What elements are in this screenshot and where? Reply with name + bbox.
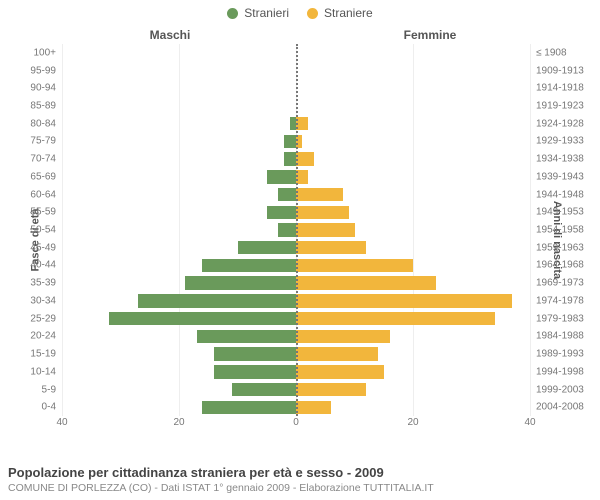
age-label: 65-69 [30, 171, 56, 182]
bar-male [202, 259, 296, 272]
header-female: Femmine [300, 28, 600, 42]
age-label: 15-19 [30, 349, 56, 360]
age-label: 45-49 [30, 242, 56, 253]
age-label: 95-99 [30, 65, 56, 76]
year-label: 1939-1943 [536, 171, 584, 182]
year-label: 1944-1948 [536, 189, 584, 200]
bar-female [296, 347, 378, 360]
year-label: 1919-1923 [536, 101, 584, 112]
bar-male [185, 276, 296, 289]
year-label: 1984-1988 [536, 331, 584, 342]
legend: Stranieri Straniere [0, 0, 600, 20]
year-label: 1979-1983 [536, 313, 584, 324]
bar-female [296, 276, 436, 289]
year-label: 1964-1968 [536, 260, 584, 271]
year-label: 1929-1933 [536, 136, 584, 147]
age-label: 30-34 [30, 295, 56, 306]
bar-male [138, 294, 296, 307]
plot: 100+≤ 190895-991909-191390-941914-191885… [62, 44, 530, 416]
age-label: 40-44 [30, 260, 56, 271]
x-tick: 40 [56, 417, 67, 428]
bar-female [296, 259, 413, 272]
bar-male [202, 401, 296, 414]
age-label: 20-24 [30, 331, 56, 342]
bar-male [267, 206, 296, 219]
age-label: 5-9 [42, 384, 56, 395]
header-male: Maschi [0, 28, 300, 42]
age-label: 80-84 [30, 118, 56, 129]
bar-female [296, 294, 512, 307]
bar-male [197, 330, 296, 343]
x-tick: 20 [173, 417, 184, 428]
bar-male [267, 170, 296, 183]
chart-subtitle: COMUNE DI PORLEZZA (CO) - Dati ISTAT 1° … [8, 482, 592, 494]
year-label: 1989-1993 [536, 349, 584, 360]
bar-male [238, 241, 297, 254]
circle-icon [227, 8, 238, 19]
year-label: 2004-2008 [536, 402, 584, 413]
age-label: 100+ [33, 47, 56, 58]
circle-icon [307, 8, 318, 19]
age-label: 10-14 [30, 366, 56, 377]
age-label: 0-4 [42, 402, 56, 413]
year-label: 1999-2003 [536, 384, 584, 395]
year-label: 1934-1938 [536, 154, 584, 165]
year-label: 1994-1998 [536, 366, 584, 377]
bar-female [296, 188, 343, 201]
bar-male [284, 152, 296, 165]
year-label: 1974-1978 [536, 295, 584, 306]
age-label: 55-59 [30, 207, 56, 218]
year-label: ≤ 1908 [536, 47, 567, 58]
x-axis: 402002040 [62, 416, 530, 436]
legend-female-label: Straniere [324, 6, 373, 20]
year-label: 1959-1963 [536, 242, 584, 253]
bar-female [296, 383, 366, 396]
bar-female [296, 312, 495, 325]
bar-female [296, 401, 331, 414]
year-label: 1969-1973 [536, 278, 584, 289]
x-tick: 0 [293, 417, 299, 428]
age-label: 85-89 [30, 101, 56, 112]
bar-male [284, 135, 296, 148]
bar-male [214, 365, 296, 378]
bar-female [296, 206, 349, 219]
legend-male-label: Stranieri [244, 6, 289, 20]
bar-female [296, 330, 390, 343]
bar-male [278, 188, 296, 201]
year-label: 1914-1918 [536, 83, 584, 94]
center-line [296, 44, 298, 416]
bar-female [296, 241, 366, 254]
gridline [530, 44, 531, 416]
bar-male [232, 383, 296, 396]
bar-male [214, 347, 296, 360]
age-label: 35-39 [30, 278, 56, 289]
year-label: 1949-1953 [536, 207, 584, 218]
footer: Popolazione per cittadinanza straniera p… [8, 465, 592, 494]
age-label: 50-54 [30, 225, 56, 236]
legend-male: Stranieri [227, 6, 289, 20]
chart-area: Fasce di età Anni di nascita 100+≤ 19089… [0, 44, 600, 436]
column-headers: Maschi Femmine [0, 28, 600, 42]
chart-title: Popolazione per cittadinanza straniera p… [8, 465, 592, 480]
bar-male [109, 312, 296, 325]
age-label: 90-94 [30, 83, 56, 94]
age-label: 60-64 [30, 189, 56, 200]
year-label: 1909-1913 [536, 65, 584, 76]
bar-male [278, 223, 296, 236]
bar-female [296, 365, 384, 378]
bar-female [296, 152, 314, 165]
x-tick: 20 [407, 417, 418, 428]
age-label: 70-74 [30, 154, 56, 165]
legend-female: Straniere [307, 6, 373, 20]
year-label: 1954-1958 [536, 225, 584, 236]
year-label: 1924-1928 [536, 118, 584, 129]
age-label: 25-29 [30, 313, 56, 324]
age-label: 75-79 [30, 136, 56, 147]
bar-female [296, 223, 355, 236]
x-tick: 40 [524, 417, 535, 428]
